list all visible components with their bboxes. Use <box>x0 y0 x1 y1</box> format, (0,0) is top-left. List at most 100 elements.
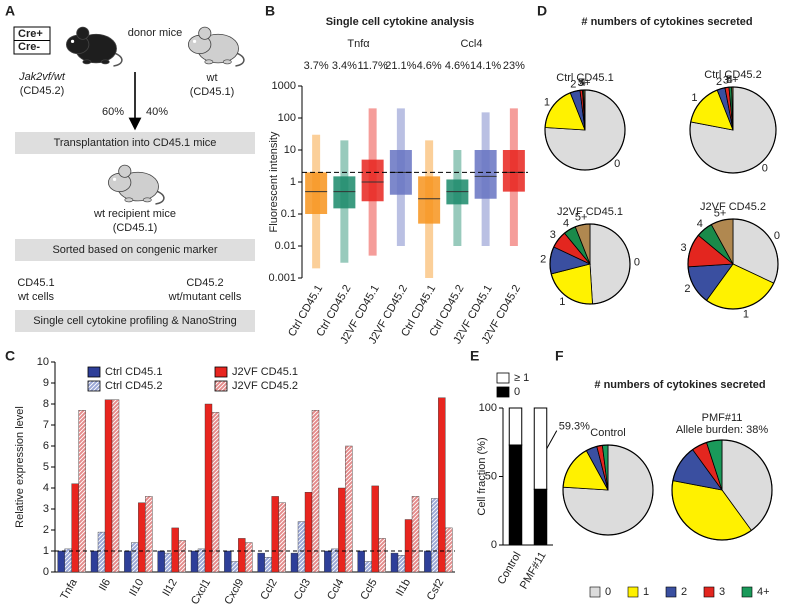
legend-label: Ctrl CD45.2 <box>105 380 162 392</box>
bar <box>78 410 86 573</box>
bar <box>297 521 306 573</box>
recipient-marker: (CD45.1) <box>113 222 158 234</box>
slice-label: 0 <box>774 230 780 242</box>
population-label: CD45.2 <box>186 277 223 289</box>
bar <box>131 542 139 573</box>
y-tick-label: 0.1 <box>281 208 296 220</box>
legend-swatch <box>665 586 677 598</box>
bar <box>364 561 372 573</box>
y-tick-label: 0.001 <box>268 272 296 284</box>
x-tick-label: Ccl3 <box>292 577 313 602</box>
distribution-core <box>333 176 356 209</box>
slice-label: 2 <box>684 283 690 295</box>
slice-label: 4 <box>580 77 586 89</box>
bar <box>290 552 299 573</box>
slice-label: 0 <box>614 158 620 170</box>
percent-label: 11.7% <box>357 60 388 72</box>
step-box <box>15 310 255 332</box>
bar <box>278 502 286 573</box>
pie-title: J2VF CD45.2 <box>700 201 766 213</box>
bar <box>164 552 172 573</box>
bar <box>138 502 146 573</box>
y-tick-label: 0.01 <box>275 240 296 252</box>
step-box <box>15 132 255 154</box>
y-tick-label: 2 <box>43 524 49 536</box>
wt-mouse <box>187 26 245 67</box>
legend-swatch <box>627 586 639 598</box>
y-axis-label: Fluorescent intensity <box>268 131 280 232</box>
donor-label: donor mice <box>128 27 182 39</box>
bar <box>378 538 386 573</box>
y-tick-label: 100 <box>479 402 497 414</box>
panel-letter: E <box>470 348 479 364</box>
bar <box>345 445 353 573</box>
slice-label: 0 <box>634 256 640 268</box>
population-label: CD45.1 <box>17 277 54 289</box>
legend-swatch <box>589 586 601 598</box>
chart-title: # numbers of cytokines secreted <box>594 379 765 391</box>
bar <box>57 550 65 573</box>
pie-title: PMF#11 <box>702 412 743 424</box>
step-label: Sorted based on congenic marker <box>52 244 217 256</box>
legend-swatch <box>87 380 101 392</box>
legend-label: Ctrl CD45.1 <box>105 366 162 378</box>
slice-label: 2 <box>716 76 722 88</box>
x-tick-label: Cxcl1 <box>189 577 213 607</box>
bar <box>97 531 106 573</box>
bar <box>424 550 432 573</box>
pie-outline <box>689 86 777 174</box>
slice-label: 5+ <box>578 77 591 89</box>
donor-marker: (CD45.2) <box>20 85 65 97</box>
bar <box>204 403 213 573</box>
slice-label: 1 <box>544 96 550 108</box>
legend-label: 4+ <box>757 586 770 598</box>
bar <box>104 399 113 573</box>
ratio: 60% <box>102 106 124 118</box>
bar-segment <box>508 444 523 546</box>
panel-letter: B <box>265 3 275 19</box>
panel-a: A Cre+ Cre- donor mice Jak2vf/wt (CD45.2… <box>5 3 255 332</box>
panel-letter: A <box>5 3 15 19</box>
x-tick-label: Cxcl9 <box>222 577 246 607</box>
x-tick-label: Ccl5 <box>358 577 379 602</box>
bar <box>257 552 265 573</box>
bar <box>411 496 420 573</box>
pie-title: Control <box>590 427 625 439</box>
panel-letter: C <box>5 348 15 364</box>
y-tick-label: 6 <box>43 440 49 452</box>
bar <box>271 496 279 573</box>
x-tick-label: Ccl2 <box>258 577 279 602</box>
bar <box>145 496 153 573</box>
y-tick-label: 0 <box>43 566 49 578</box>
percent-label: 4.6% <box>445 60 470 72</box>
donor-mouse <box>65 26 123 67</box>
population-label: wt/mutant cells <box>168 291 242 303</box>
percent-label: 3.7% <box>304 60 329 72</box>
pie-title: J2VF CD45.1 <box>557 206 623 218</box>
panel-letter: F <box>555 348 564 364</box>
slice-label: 2 <box>570 78 576 90</box>
recipient-mouse <box>107 164 165 205</box>
bar <box>190 550 199 573</box>
bar <box>438 397 446 573</box>
y-tick-label: 50 <box>485 470 497 482</box>
bar <box>211 412 220 573</box>
distribution-core <box>418 176 441 224</box>
donor-genotype: Jak2vf/wt <box>18 71 66 83</box>
legend-label: 0 <box>514 386 520 398</box>
distribution-core <box>361 159 384 202</box>
percent-label: 14.1% <box>470 60 501 72</box>
y-tick-label: 10 <box>37 356 49 368</box>
step-box <box>15 239 255 261</box>
slice-label: 3 <box>578 77 584 89</box>
cre-label: Cre- <box>18 41 40 53</box>
y-tick-label: 7 <box>43 419 49 431</box>
pie-outline <box>687 218 779 310</box>
y-tick-label: 4 <box>43 482 49 494</box>
bar <box>224 550 232 573</box>
y-tick-label: 3 <box>43 503 49 515</box>
annotation-leader <box>546 430 558 449</box>
slice-label: 5+ <box>714 208 727 220</box>
bar <box>371 485 379 573</box>
y-tick-label: 8 <box>43 398 49 410</box>
